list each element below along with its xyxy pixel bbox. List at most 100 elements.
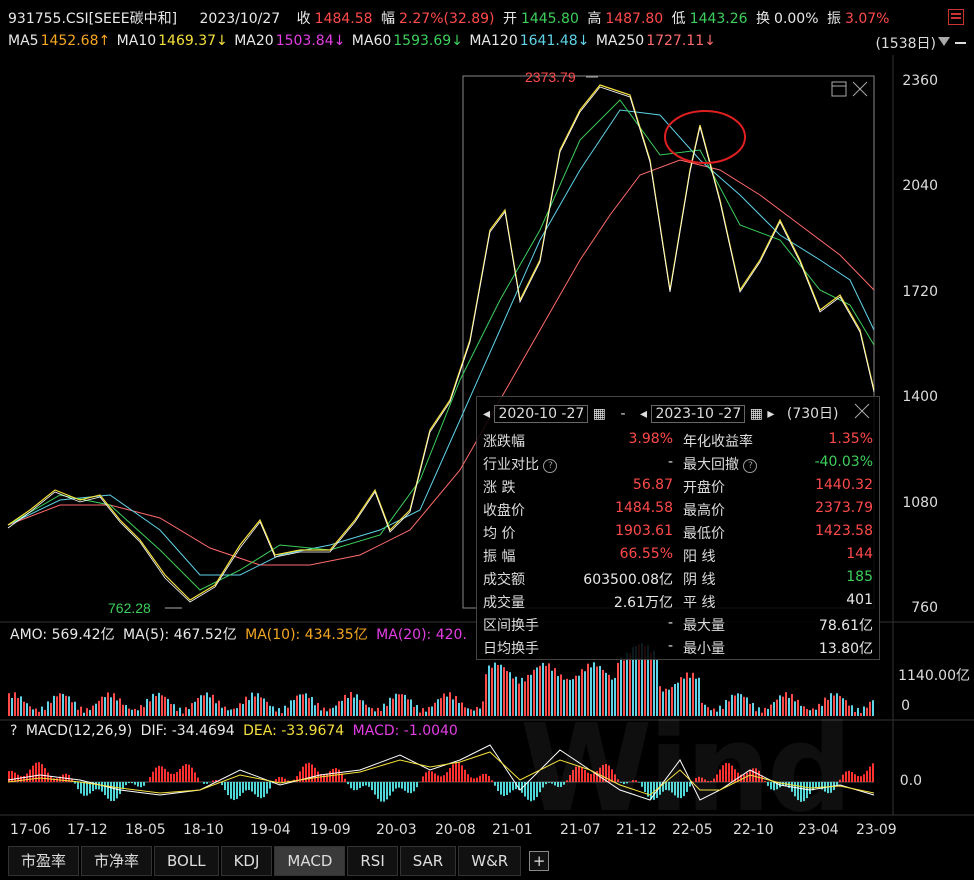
volume-bars (8, 643, 874, 716)
ma5-line (7, 86, 875, 603)
volume-axis-bottom: 0 (901, 698, 910, 714)
stat-value: 1423.58 (815, 523, 873, 539)
date-label: 21-12 (616, 822, 657, 838)
next-end-icon[interactable]: ▸ (767, 406, 775, 422)
add-indicator-button[interactable]: + (529, 851, 550, 871)
stat-label: 振 幅 (483, 549, 516, 565)
calendar-icon[interactable]: ▦ (749, 406, 763, 422)
open-label: 开 (502, 11, 517, 27)
tab-wr[interactable]: W&R (458, 846, 522, 876)
close-label: 收 (296, 11, 311, 27)
tab-sar[interactable]: SAR (399, 846, 457, 876)
stat-label: 行业对比 ? (483, 454, 558, 474)
stat-label: 阴 线 (683, 572, 716, 588)
stat-label: 最高价 (683, 503, 725, 519)
stat-value: 1.35% (828, 431, 873, 447)
tab-boll[interactable]: BOLL (154, 846, 219, 876)
stat-value: 56.87 (632, 477, 673, 493)
selection-box-controls[interactable] (831, 81, 868, 97)
stat-label: 开盘价 (683, 480, 725, 496)
stat-label: 最小量 (683, 641, 725, 657)
stat-value: -40.03% (814, 454, 873, 470)
date-label: 21-01 (492, 822, 533, 838)
amo-value: AMO: 569.42亿 (10, 627, 115, 643)
popup-date-range: ◂ 2020-10 -27 ▦ - ◂ 2023-10 -27 ▦ ▸ (730… (483, 403, 839, 423)
stat-value: 13.80亿 (818, 641, 873, 657)
prev-start-icon[interactable]: ◂ (483, 406, 491, 422)
stat-value: - (667, 615, 673, 631)
ma250-label: MA250 (595, 33, 645, 49)
quote-date: 2023/10/27 (199, 11, 281, 27)
macd-title: MACD(12,26,9) (25, 723, 133, 739)
date-label: 17-12 (67, 822, 108, 838)
stats-row: 成交额 603500.08亿 阴 线 185 (483, 569, 875, 592)
menu-icon[interactable] (948, 9, 964, 25)
period-dropdown-icon[interactable] (938, 37, 950, 46)
macd-dif: DIF: -34.4694 (140, 723, 235, 739)
tab-rsi[interactable]: RSI (347, 846, 398, 876)
amo-ma20: MA(20): 420. (376, 627, 467, 643)
stat-value: 1903.61 (615, 523, 673, 539)
end-date-field[interactable]: 2023-10 -27 (651, 405, 746, 423)
stats-row: 行业对比 ? - 最大回撤 ? -40.03% (483, 454, 875, 477)
stat-label: 收盘价 (483, 503, 525, 519)
stat-value: 1440.32 (815, 477, 873, 493)
stat-label: 最大量 (683, 618, 725, 634)
amplitude-label: 振 (826, 11, 841, 27)
turnover-label: 换 (756, 11, 771, 27)
stats-row: 区间换手 - 最大量 78.61亿 (483, 615, 875, 638)
stat-label: 阳 线 (683, 549, 716, 565)
ma10-value: 1469.37↓ (158, 33, 228, 49)
tab-pe[interactable]: 市盈率 (8, 846, 80, 876)
macd-help-icon[interactable]: ? (10, 723, 18, 739)
amplitude-value: 3.07% (844, 11, 890, 27)
stat-label: 成交额 (483, 572, 525, 588)
range-stats-popup: ◂ 2020-10 -27 ▦ - ◂ 2023-10 -27 ▦ ▸ (730… (476, 396, 880, 660)
macd-axis-zero: 0.0 (899, 773, 922, 789)
stat-value: 144 (846, 546, 873, 562)
macd-value: MACD: -1.0040 (352, 723, 458, 739)
amo-ma5: MA(5): 467.52亿 (123, 627, 237, 643)
ma60-label: MA60 (351, 33, 392, 49)
stat-label: 涨跌幅 (483, 434, 525, 450)
stat-label: 涨 跌 (483, 480, 516, 496)
stats-row: 收盘价 1484.58 最高价 2373.79 (483, 500, 875, 523)
start-date-field[interactable]: 2020-10 -27 (494, 405, 589, 423)
ma5-label: MA5 (8, 33, 39, 49)
tab-kdj[interactable]: KDJ (220, 846, 273, 876)
date-label: 20-03 (376, 822, 417, 838)
price-axis-label: 2360 (902, 73, 938, 89)
price-axis-label: 1080 (902, 495, 938, 511)
open-value: 1445.80 (520, 11, 579, 27)
date-label: 22-05 (672, 822, 713, 838)
change-label: 幅 (381, 11, 396, 27)
stat-value: 2.61万亿 (613, 595, 673, 611)
date-label: 17-06 (10, 822, 51, 838)
ma120-value: 1641.48↓ (519, 33, 590, 49)
stats-row: 日均换手 - 最小量 13.80亿 (483, 638, 875, 661)
calendar-icon[interactable]: ▦ (592, 406, 606, 422)
stat-label: 成交量 (483, 595, 525, 611)
stat-label: 平 线 (683, 595, 716, 611)
price-axis-label: 2040 (902, 178, 938, 194)
period-selector[interactable]: (1538日) (875, 36, 936, 52)
stat-label: 均 价 (483, 526, 516, 542)
date-label: 19-09 (310, 822, 351, 838)
macd-legend: ? MACD(12,26,9) DIF: -34.4694 DEA: -33.9… (10, 723, 462, 739)
prev-end-icon[interactable]: ◂ (639, 406, 647, 422)
stat-value: - (667, 638, 673, 654)
low-label: 低 (671, 11, 686, 27)
tab-pb[interactable]: 市净率 (81, 846, 153, 876)
minus-icon[interactable] (955, 42, 966, 44)
close-icon[interactable] (853, 402, 871, 420)
close-value: 1484.58 (314, 11, 373, 27)
help-icon[interactable]: ? (743, 459, 758, 473)
price-axis-label: 760 (911, 600, 938, 616)
date-label: 21-07 (560, 822, 601, 838)
help-icon[interactable]: ? (543, 459, 558, 473)
stats-row: 成交量 2.61万亿 平 线 401 (483, 592, 875, 615)
high-label: 高 (587, 11, 602, 27)
stat-label: 最低价 (683, 526, 725, 542)
amo-ma10: MA(10): 434.35亿 (245, 627, 368, 643)
tab-macd[interactable]: MACD (274, 846, 346, 876)
